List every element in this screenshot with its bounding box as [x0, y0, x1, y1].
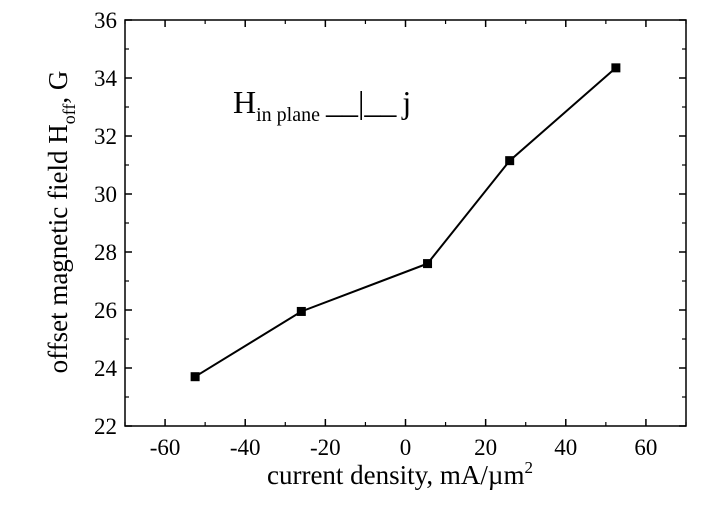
x-tick-label: -60 — [150, 435, 181, 460]
x-axis-title-text: current density, mA/µm — [267, 460, 525, 490]
x-tick-label: -20 — [310, 435, 341, 460]
y-tick-label: 36 — [94, 8, 117, 33]
data-point-marker — [296, 306, 306, 316]
data-point-marker — [505, 156, 515, 166]
y-axis-title-suffix: , G — [43, 71, 73, 104]
x-axis-title: current density, mA/µm2 — [267, 458, 533, 490]
annotation-current: j — [401, 84, 411, 120]
annotation-symbol: H — [233, 84, 256, 120]
x-tick-label: 40 — [554, 435, 577, 460]
data-point-marker — [611, 63, 621, 73]
data-point-marker — [423, 259, 433, 269]
y-tick-label: 28 — [94, 240, 117, 265]
y-tick-label: 22 — [94, 414, 117, 439]
annotation: Hin plane __|__ j — [233, 84, 411, 126]
y-axis-title-subscript: off — [59, 104, 79, 125]
y-tick-label: 24 — [94, 356, 118, 381]
annotation-subscript: in plane — [256, 104, 320, 126]
y-tick-label: 34 — [94, 66, 118, 91]
y-axis-title-text: offset magnetic field H — [43, 124, 73, 373]
x-tick-label: -40 — [230, 435, 261, 460]
series-markers — [190, 63, 621, 382]
y-tick-label: 26 — [94, 298, 117, 323]
y-axis-title: offset magnetic field Hoff, G — [43, 71, 79, 374]
x-tick-label: 20 — [474, 435, 497, 460]
x-tick-label: 60 — [634, 435, 657, 460]
y-tick-label: 32 — [94, 124, 117, 149]
annotation-perpendicular: __|__ — [325, 84, 397, 120]
x-tick-label: 0 — [400, 435, 412, 460]
axis-ticks: -60 -40 -20 0 20 40 60 22 24 26 28 30 32 34 36 — [94, 8, 687, 460]
y-tick-label: 30 — [94, 182, 117, 207]
data-point-marker — [190, 372, 200, 382]
x-axis-title-superscript: 2 — [525, 458, 534, 477]
